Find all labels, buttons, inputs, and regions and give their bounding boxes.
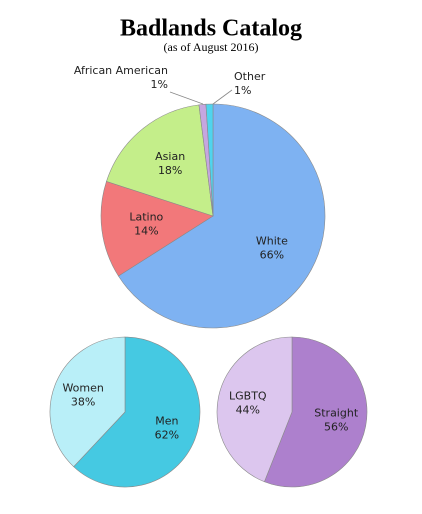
slice-label: Asian [155, 150, 185, 163]
slice-label: Other [234, 70, 266, 83]
slice-value-label: 38% [71, 395, 95, 408]
slice-label: White [256, 234, 288, 247]
slice-value-label: 1% [234, 84, 251, 97]
leader-line [169, 91, 204, 105]
slice-value-label: 66% [260, 248, 284, 261]
pie-slice [205, 103, 214, 217]
pie-slice [264, 336, 368, 488]
slice-value-label: 14% [134, 224, 158, 237]
slice-value-label: 18% [158, 164, 182, 177]
leader-line [212, 89, 233, 105]
pie-slice [216, 336, 293, 483]
chart-title: Badlands Catalog [120, 16, 302, 42]
slice-value-label: 1% [151, 78, 168, 91]
pie-slice [73, 336, 201, 488]
slice-label: Women [62, 381, 103, 394]
slice-label: Latino [129, 210, 163, 223]
chart-subtitle: (as of August 2016) [164, 40, 259, 54]
slice-label: Straight [314, 406, 359, 419]
slice-value-label: 56% [324, 420, 348, 433]
pie-slice [118, 103, 326, 329]
slice-label: Men [155, 415, 178, 428]
slice-label: LGBTQ [229, 390, 267, 403]
slice-value-label: 44% [236, 404, 260, 417]
slice-value-label: 62% [155, 429, 179, 442]
pie-slice [106, 104, 214, 217]
slice-label: African American [74, 64, 168, 77]
pie-slice [100, 181, 214, 277]
pie-slice [49, 336, 126, 468]
